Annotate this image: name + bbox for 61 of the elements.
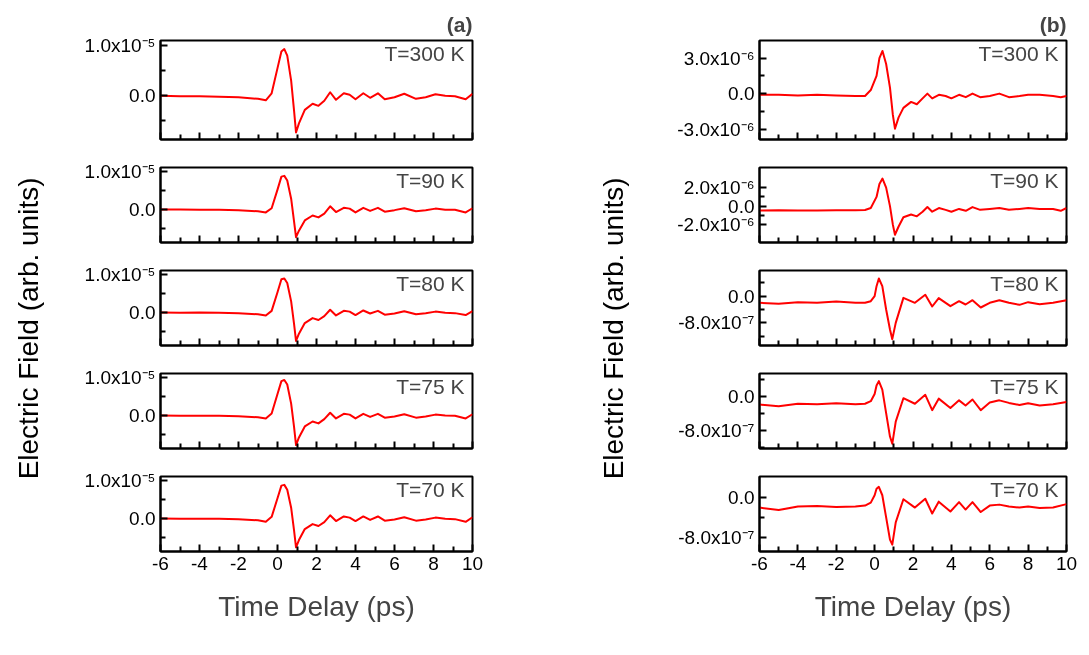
x-tick-label: -4 <box>789 552 807 574</box>
x-tick-label: 6 <box>389 552 400 574</box>
annotation: T=70 K <box>990 477 1059 501</box>
chart-title: (b) <box>1039 12 1067 36</box>
annotation: T=300 K <box>384 41 465 65</box>
y-tick-label: 0.0 <box>129 404 156 426</box>
line-series <box>160 277 473 342</box>
y-tick-label: 0.0 <box>129 85 156 107</box>
annotation: T=90 K <box>990 168 1059 192</box>
y-tick-label: 1.0x10⁻⁵ <box>84 469 156 491</box>
x-axis-title: Time Delay (ps) <box>814 590 1012 622</box>
line-series <box>759 485 1067 546</box>
x-tick-label: -4 <box>191 552 209 574</box>
x-tick-label: -2 <box>230 552 247 574</box>
y-tick-label: 1.0x10⁻⁵ <box>84 160 156 182</box>
x-tick-label: 10 <box>461 552 484 574</box>
annotation: T=75 K <box>396 374 465 398</box>
line-series <box>759 277 1067 341</box>
y-tick-label: 1.0x10⁻⁵ <box>84 35 156 57</box>
x-tick-label: 10 <box>1055 552 1078 574</box>
y-tick-label: 0.0 <box>728 385 755 407</box>
line-series <box>160 483 473 549</box>
annotation: T=90 K <box>396 168 465 192</box>
y-tick-label: 0.0 <box>728 285 755 307</box>
x-tick-label: 8 <box>428 552 439 574</box>
y-tick-label: -8.0x10⁻⁷ <box>678 419 755 441</box>
annotation: T=80 K <box>990 271 1059 295</box>
annotation: T=80 K <box>396 271 465 295</box>
annotation: T=70 K <box>396 477 465 501</box>
y-tick-label: -3.0x10⁻⁶ <box>677 118 755 140</box>
x-tick-label: -6 <box>152 552 169 574</box>
x-tick-label: 8 <box>1022 552 1034 574</box>
chart-title: (a) <box>446 12 473 36</box>
x-tick-label: -2 <box>827 552 845 574</box>
y-tick-label: 1.0x10⁻⁵ <box>84 366 156 388</box>
x-tick-label: 2 <box>907 552 919 574</box>
y-axis-title: Electric Field (arb. units) <box>597 177 629 480</box>
annotation: T=75 K <box>990 374 1059 398</box>
y-tick-label: 0.0 <box>129 301 156 323</box>
annotation: T=300 K <box>978 41 1059 65</box>
y-tick-label: 3.0x10⁻⁶ <box>683 47 755 69</box>
y-tick-label: -8.0x10⁻⁷ <box>678 526 755 548</box>
x-tick-label: -6 <box>751 552 768 574</box>
line-series <box>759 380 1067 445</box>
y-axis-title: Electric Field (arb. units) <box>12 177 44 480</box>
line-series <box>160 174 473 239</box>
x-tick-label: 4 <box>350 552 362 574</box>
line-series <box>759 49 1067 130</box>
y-tick-label: -8.0x10⁻⁷ <box>678 312 755 334</box>
y-tick-label: 0.0 <box>129 507 156 529</box>
y-tick-label: 0.0 <box>728 487 755 509</box>
y-tick-label: 0.0 <box>129 198 156 220</box>
x-tick-label: 2 <box>311 552 322 574</box>
x-axis-title: Time Delay (ps) <box>218 590 415 622</box>
x-tick-label: 0 <box>869 552 880 574</box>
y-tick-label: 0.0 <box>728 83 755 105</box>
x-tick-label: 6 <box>984 552 996 574</box>
y-tick-label: -2.0x10⁻⁶ <box>677 214 755 236</box>
y-tick-label: 1.0x10⁻⁵ <box>84 263 156 285</box>
x-tick-label: 4 <box>946 552 958 574</box>
x-tick-label: 0 <box>272 552 283 574</box>
